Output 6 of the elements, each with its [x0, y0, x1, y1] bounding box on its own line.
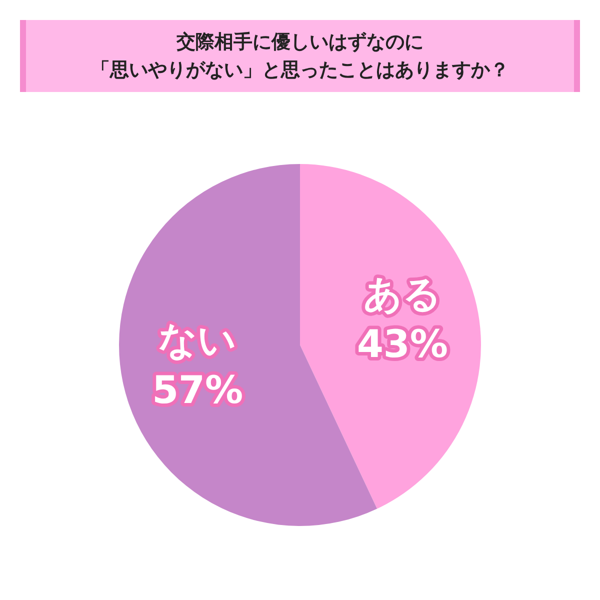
data-label: 43%: [356, 322, 448, 366]
slice-label: ある: [363, 272, 442, 316]
slice-label: ない: [158, 318, 237, 362]
data-label: 57%: [152, 368, 244, 412]
chart-subtitle: 「思いやりがない」と思ったことはありますか？: [91, 58, 509, 83]
chart-title: 交際相手に優しいはずなのに: [176, 30, 424, 55]
